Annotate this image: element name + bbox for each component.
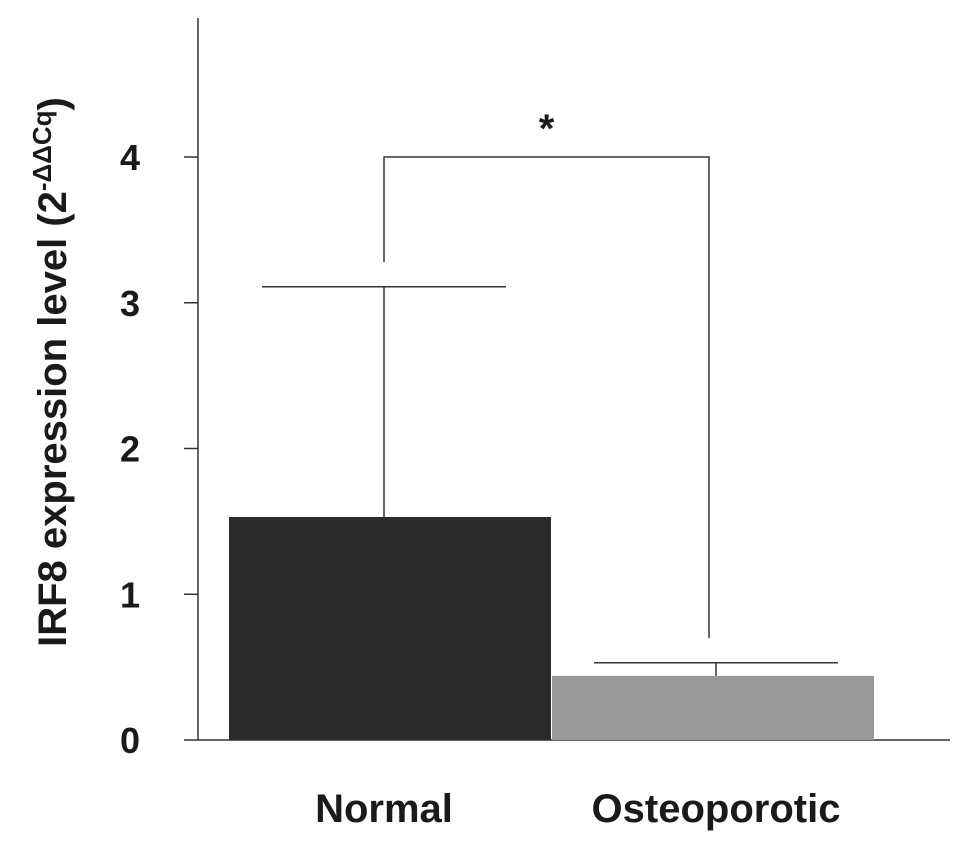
significance-star: * [539, 107, 555, 151]
category-label-normal: Normal [315, 787, 453, 831]
y-tick-label: 2 [120, 429, 140, 470]
y-tick-label: 1 [120, 574, 140, 615]
category-labels: Normal Osteoporotic [315, 787, 840, 831]
category-label-osteoporotic: Osteoporotic [592, 787, 841, 831]
bar-osteoporotic [552, 675, 874, 740]
significance-bracket-line [383, 156, 710, 638]
significance-bracket: * [383, 107, 710, 638]
y-tick-label: 3 [120, 283, 140, 324]
y-axis-title-main: IRF8 expression level (2 [31, 191, 75, 647]
y-axis-title: IRF8 expression level (2-ΔΔCq) [27, 97, 75, 647]
bars [229, 517, 874, 740]
y-axis-title-close: ) [31, 97, 75, 110]
y-tick-label: 0 [120, 720, 140, 761]
y-ticks: 0 1 2 3 4 [120, 137, 198, 761]
error-bars [262, 285, 838, 676]
bar-normal [229, 517, 551, 740]
y-tick-label: 4 [120, 137, 140, 178]
y-axis-title-exponent: -ΔΔCq [27, 110, 57, 191]
